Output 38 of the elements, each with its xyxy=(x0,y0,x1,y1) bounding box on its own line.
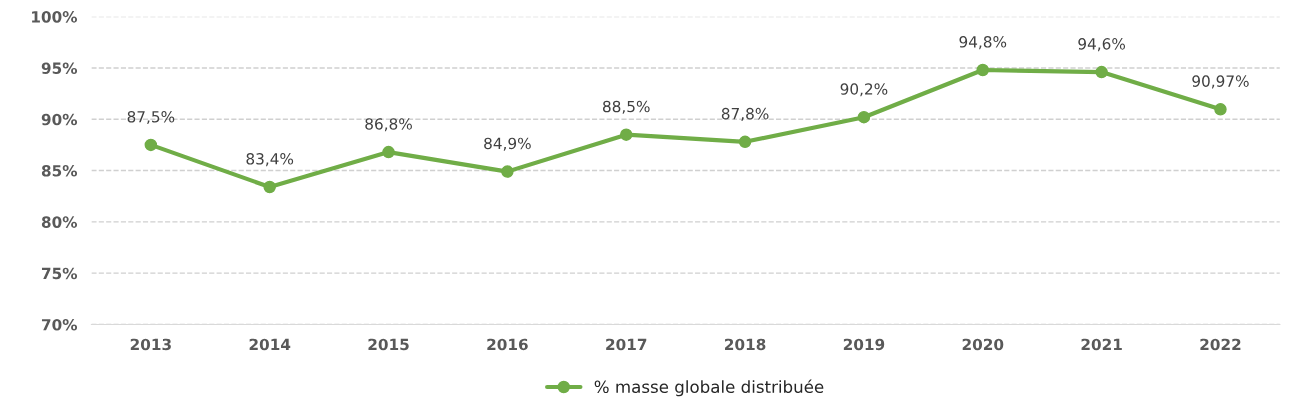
data-label: 84,9% xyxy=(484,137,531,151)
x-tick-label: 2015 xyxy=(368,338,409,351)
data-label: 94,8% xyxy=(959,36,1007,50)
x-tick-label: 2016 xyxy=(487,338,528,351)
y-tick-label: 100% xyxy=(32,11,78,23)
data-label: 94,6% xyxy=(1078,38,1126,52)
y-tick-label: 75% xyxy=(41,267,78,280)
point xyxy=(619,128,633,141)
x-tick-label: 2022 xyxy=(1200,338,1241,351)
point xyxy=(501,165,514,178)
data-label: 86,8% xyxy=(365,118,412,132)
point xyxy=(976,63,990,77)
x-tick-label: 2019 xyxy=(843,338,885,351)
x-tick-label: 2014 xyxy=(249,338,291,351)
x-tick-label: 2018 xyxy=(725,338,766,351)
y-tick-label: 90% xyxy=(41,113,78,126)
point xyxy=(263,180,276,194)
point xyxy=(738,135,752,149)
y-tick-label: 85% xyxy=(41,165,78,177)
point xyxy=(144,138,158,152)
x-tick-label: 2021 xyxy=(1081,338,1122,351)
point xyxy=(1214,103,1227,116)
data-label: 90,97% xyxy=(1192,75,1249,89)
data-label: 90,2% xyxy=(840,83,888,97)
data-label: 83,4% xyxy=(246,153,294,167)
x-tick-label: 2017 xyxy=(606,338,647,351)
data-label: 88,5% xyxy=(603,100,650,114)
point xyxy=(382,145,395,159)
y-tick-label: 95% xyxy=(41,62,78,74)
x-tick-label: 2013 xyxy=(130,338,171,351)
point xyxy=(857,110,871,124)
y-tick-label: 80% xyxy=(41,216,78,228)
legend-label: % masse globale distribuée xyxy=(594,379,824,397)
point xyxy=(1095,65,1108,79)
y-tick-label: 70% xyxy=(41,318,78,331)
x-tick-label: 2020 xyxy=(962,338,1004,351)
data-label: 87,5% xyxy=(127,110,175,125)
data-label: 87,8% xyxy=(721,107,769,121)
